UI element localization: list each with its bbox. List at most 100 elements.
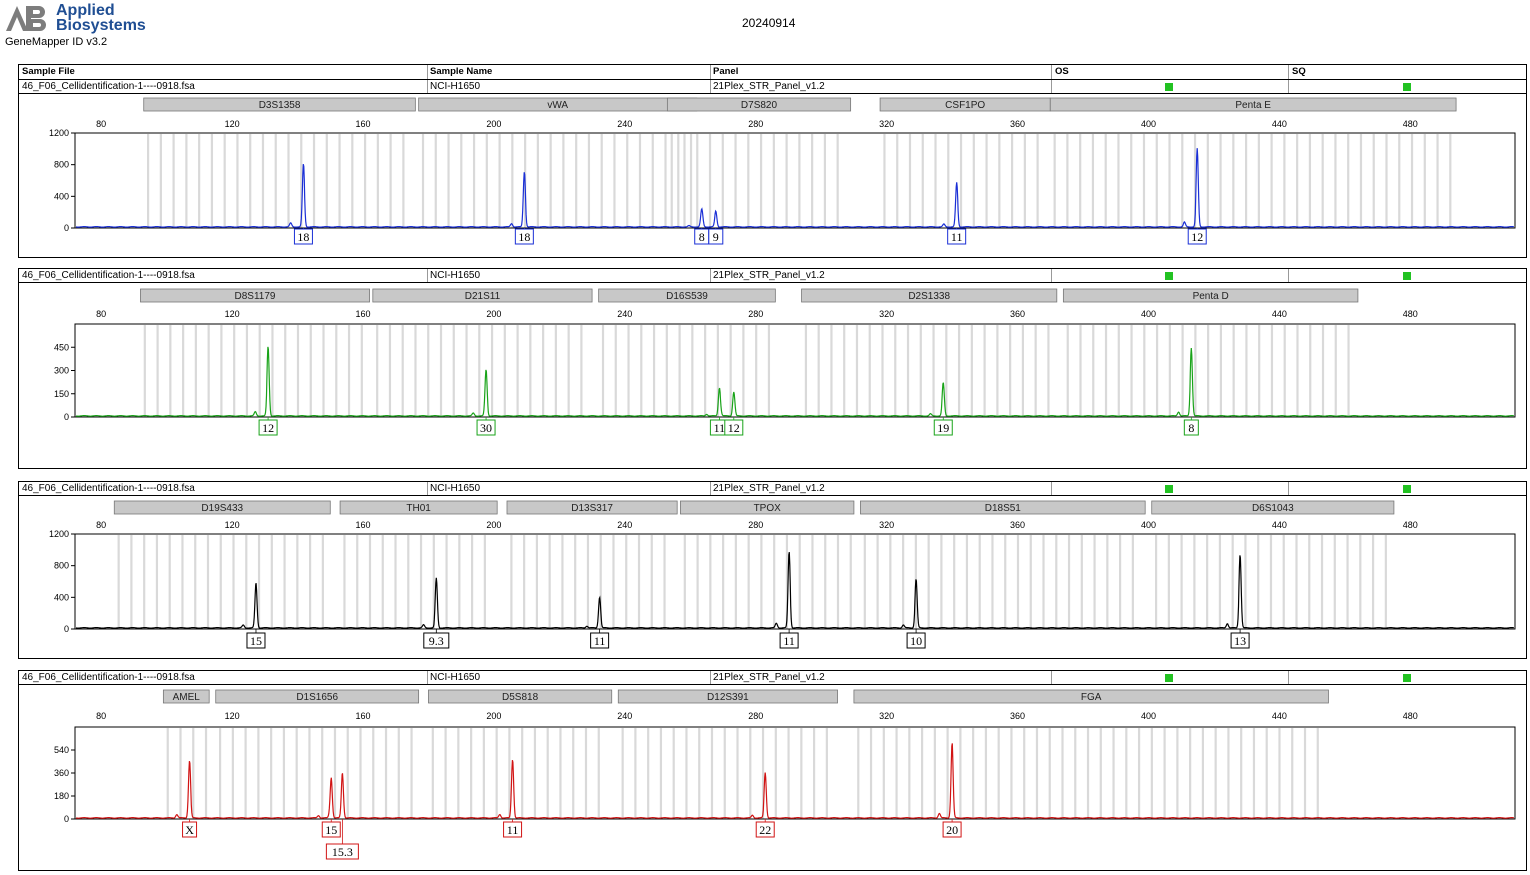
locus-marker-bar <box>339 500 498 515</box>
col-divider <box>427 65 428 79</box>
allele-call-box <box>1187 228 1207 245</box>
os-status-indicator <box>1165 674 1173 682</box>
software-version: GeneMapper ID v3.2 <box>5 36 108 48</box>
panel-name: 21Plex_STR_Panel_v1.2 <box>713 483 825 494</box>
allele-bin <box>333 728 337 819</box>
locus-marker-label: Penta E <box>1235 100 1271 111</box>
sample-file: 46_F06_Cellidentification-1----0918.fsa <box>22 270 195 281</box>
allele-bin <box>549 134 552 228</box>
allele-bin <box>359 728 362 819</box>
allele-bin <box>561 535 564 629</box>
sample-name: NCI-H1650 <box>430 81 481 92</box>
locus-marker-bar <box>140 288 370 303</box>
allele-bin <box>1034 325 1037 417</box>
allele-bin <box>689 134 693 228</box>
size-tick-label: 440 <box>1272 711 1287 721</box>
allele-bin <box>1055 535 1058 629</box>
allele-bin <box>1023 728 1026 819</box>
allele-bin <box>457 728 460 819</box>
allele-bin <box>906 325 910 417</box>
locus-marker-label: D2S1338 <box>908 291 950 302</box>
electropherogram-panel-blue: 46_F06_Cellidentification-1----0918.fsa … <box>18 79 1527 258</box>
allele-bin <box>830 325 833 417</box>
allele-bin <box>767 325 771 417</box>
allele-bin <box>321 728 324 819</box>
allele-bin <box>236 134 239 228</box>
allele-bin <box>1168 325 1171 417</box>
panel-name: 21Plex_STR_Panel_v1.2 <box>713 672 825 683</box>
electropherogram-panel-green: 46_F06_Cellidentification-1----0918.fsa … <box>18 268 1527 469</box>
y-tick-label: 400 <box>54 191 69 201</box>
allele-bin <box>997 728 1000 819</box>
allele-bin <box>363 134 367 228</box>
allele-call-label: 11 <box>951 230 963 244</box>
allele-bin <box>785 535 789 629</box>
allele-bin <box>895 728 898 819</box>
allele-bin <box>627 325 630 417</box>
allele-call-label: 8 <box>1188 421 1194 435</box>
allele-bin <box>1316 728 1319 819</box>
col-divider <box>1051 65 1052 79</box>
locus-marker-label: D5S818 <box>502 692 539 703</box>
allele-bin <box>308 728 311 819</box>
allele-bin <box>637 535 641 629</box>
allele-bin <box>452 325 455 417</box>
plot-frame <box>74 323 1516 418</box>
allele-bin <box>685 728 688 819</box>
allele-bin <box>1333 535 1336 629</box>
locus-marker-label: TH01 <box>406 503 431 514</box>
y-tick-label: 0 <box>64 624 69 634</box>
allele-bin <box>168 535 171 629</box>
allele-bin <box>626 134 629 228</box>
allele-bin <box>612 535 615 629</box>
allele-bin <box>548 535 551 629</box>
locus-marker-bar <box>680 500 855 515</box>
y-tick-label: 180 <box>54 791 69 801</box>
allele-bin <box>1010 728 1013 819</box>
allele-bin <box>1334 134 1337 228</box>
allele-bin <box>309 535 312 629</box>
allele-bin <box>1372 134 1375 228</box>
size-tick-label: 160 <box>355 119 370 129</box>
allele-bin <box>1048 728 1051 819</box>
allele-call-box <box>423 632 450 649</box>
allele-bin <box>849 535 852 629</box>
allele-bin <box>542 325 545 417</box>
allele-bin <box>498 134 501 228</box>
allele-call-box <box>321 821 341 838</box>
allele-bin <box>747 535 750 629</box>
allele-bin <box>495 728 498 819</box>
allele-bin <box>896 134 899 228</box>
allele-bin <box>482 728 485 819</box>
allele-bin <box>972 728 975 819</box>
allele-bin <box>747 134 750 228</box>
allele-bin <box>857 728 860 819</box>
allele-bin <box>155 535 159 629</box>
allele-bin <box>194 535 197 629</box>
allele-bin <box>1321 134 1324 228</box>
allele-bin <box>996 325 999 417</box>
allele-bin <box>1067 535 1071 629</box>
size-tick-label: 80 <box>96 520 106 530</box>
size-tick-label: 400 <box>1141 309 1156 319</box>
y-tick-label: 540 <box>54 745 69 755</box>
allele-call-box <box>476 419 496 436</box>
col-divider <box>1051 269 1052 282</box>
allele-bin <box>932 325 935 417</box>
size-tick-label: 160 <box>355 309 370 319</box>
allele-bin <box>1106 535 1109 629</box>
allele-bin <box>1296 325 1299 417</box>
col-sq: SQ <box>1292 66 1306 77</box>
allele-bin <box>785 134 788 228</box>
allele-bin <box>1371 535 1375 629</box>
allele-bin <box>934 134 937 228</box>
allele-bin <box>722 535 725 629</box>
allele-call-label: 8 <box>699 230 705 244</box>
allele-bin <box>156 325 159 417</box>
allele-bin <box>1410 134 1414 228</box>
allele-call-box <box>906 632 926 649</box>
y-tick-label: 0 <box>64 223 69 233</box>
allele-bin <box>179 728 182 819</box>
sq-status-indicator <box>1403 674 1411 682</box>
allele-bin <box>360 325 363 417</box>
